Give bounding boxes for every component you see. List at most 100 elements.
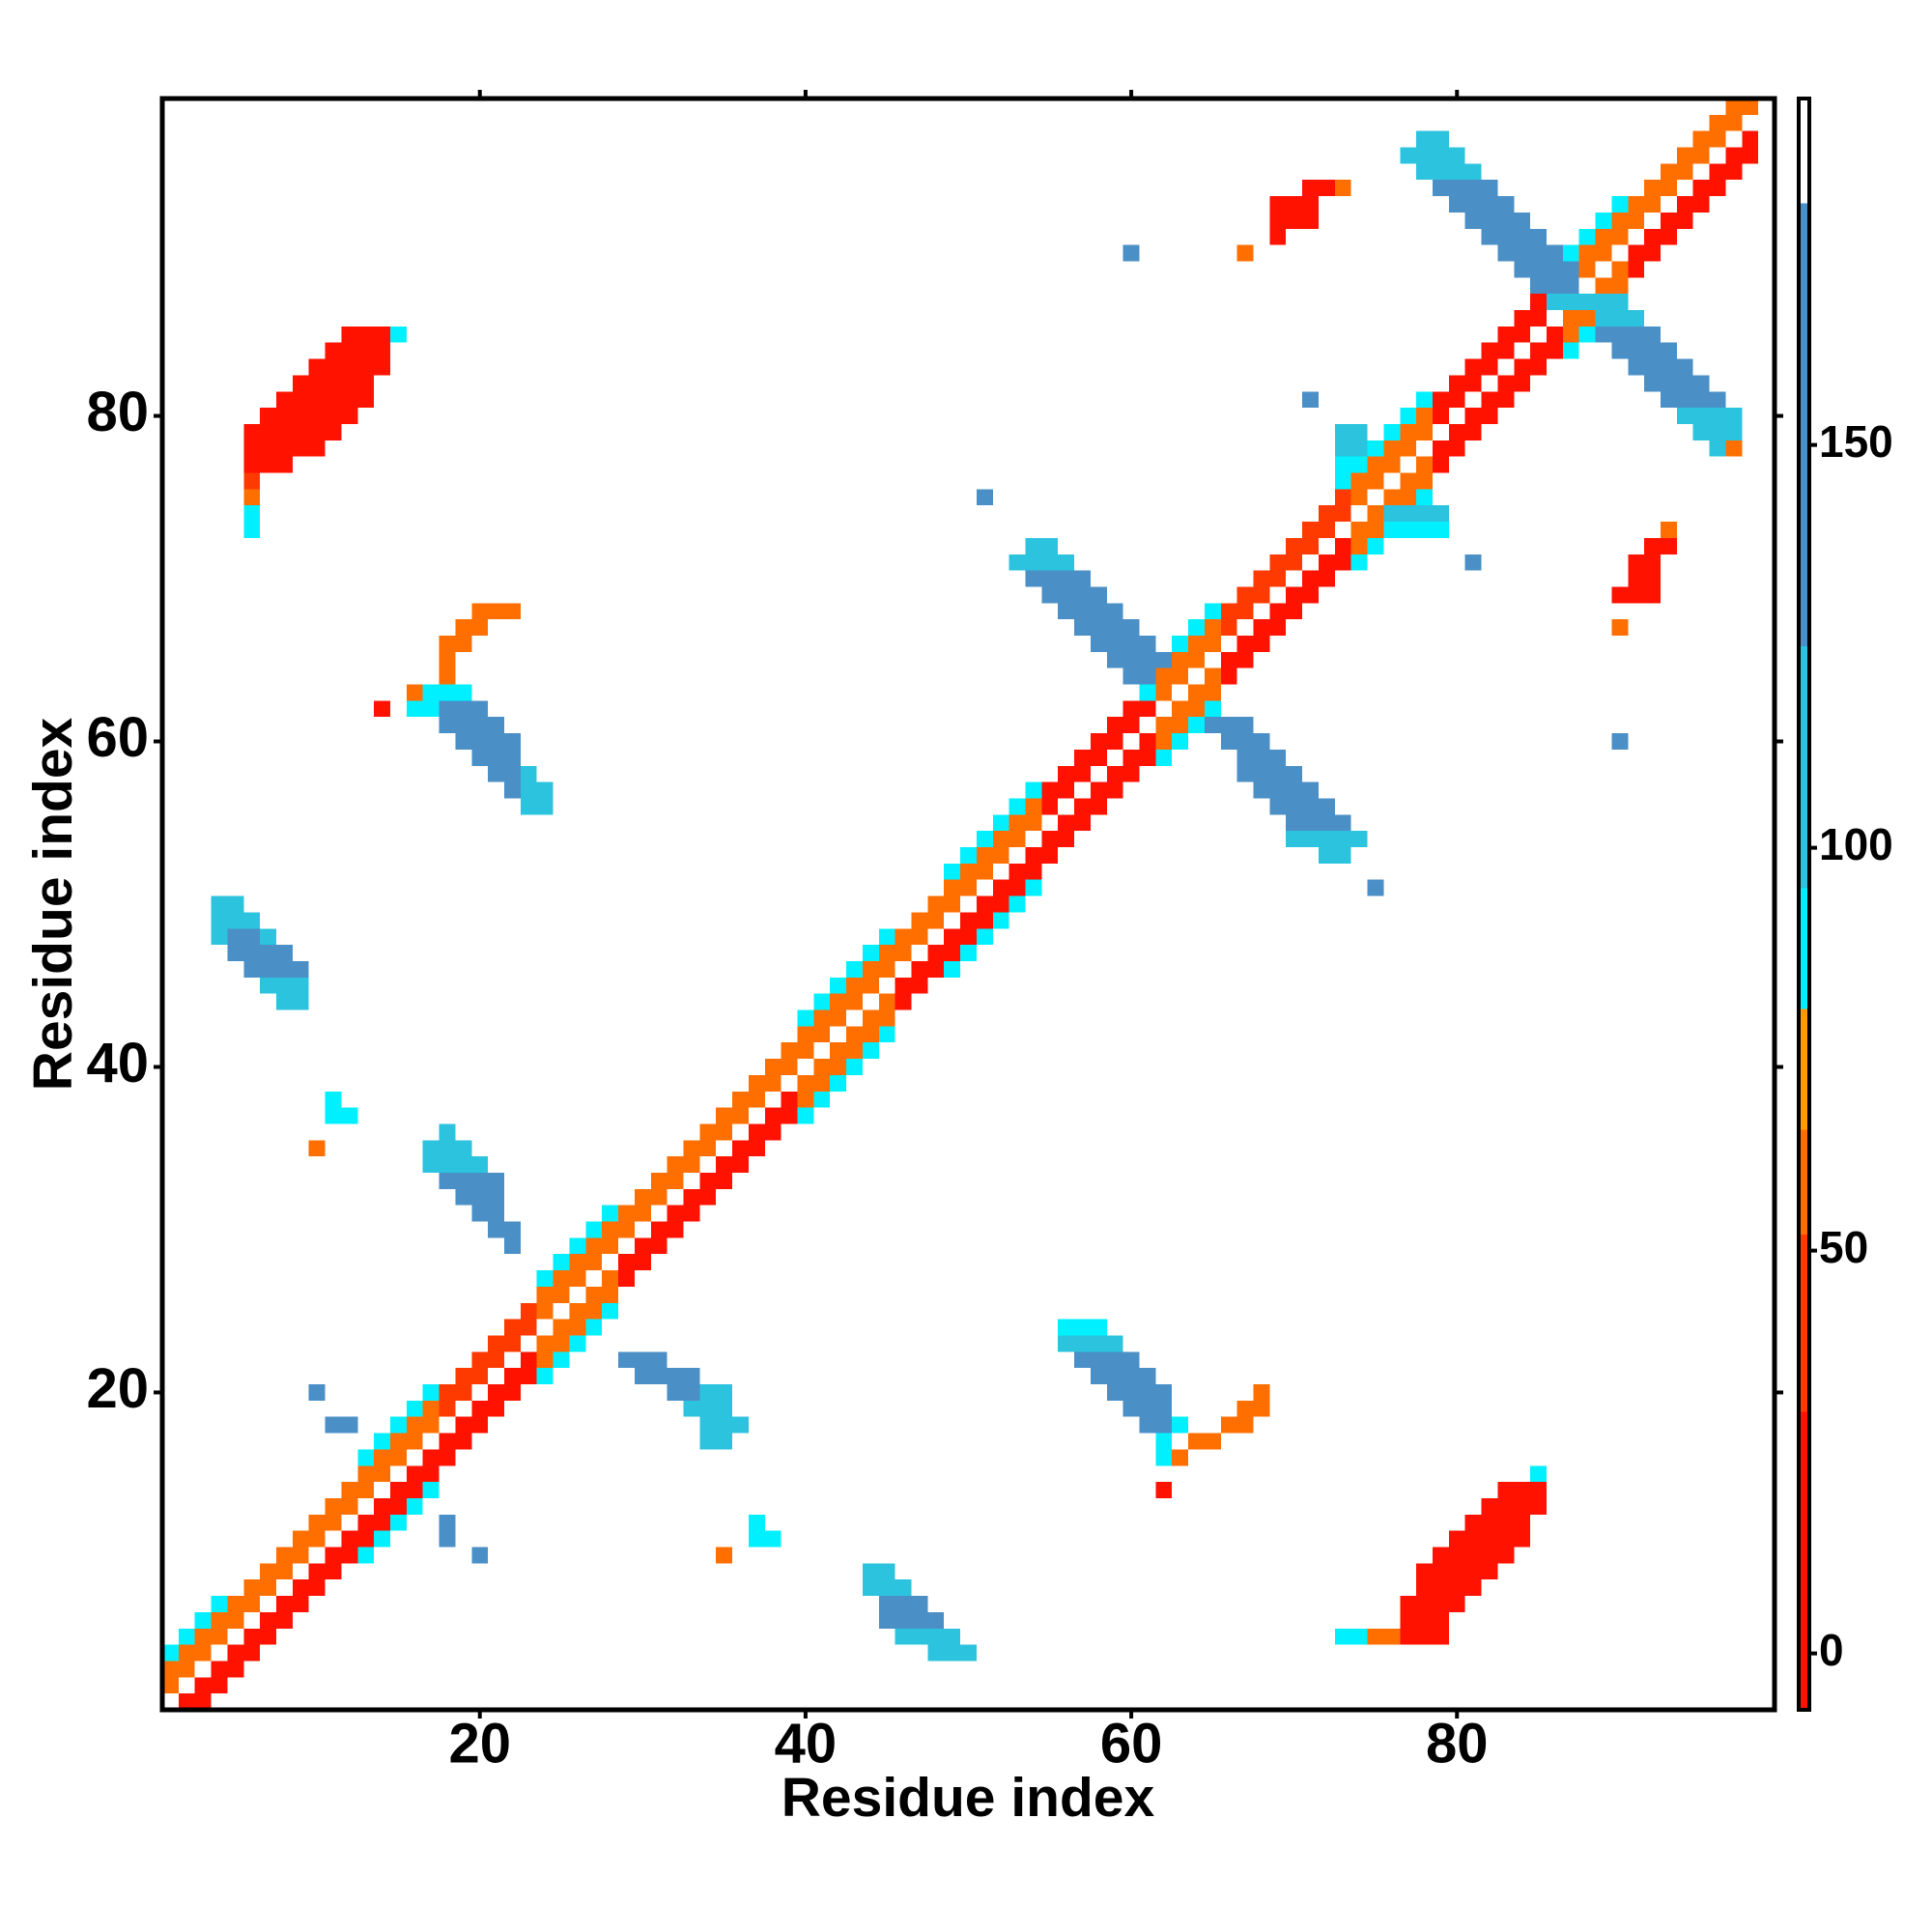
contact-cell	[1464, 212, 1531, 229]
contact-cell	[1400, 1611, 1449, 1629]
diagonal-band	[1350, 408, 1433, 506]
contact-cell	[439, 700, 489, 718]
contact-cell	[1090, 1368, 1156, 1385]
contact-cell	[748, 1514, 765, 1531]
contact-cell	[927, 1644, 977, 1662]
diagonal-band	[1628, 99, 1759, 229]
x-tick-label: 40	[775, 1712, 838, 1775]
contact-cell	[1448, 196, 1515, 213]
diagonal-band	[1041, 684, 1156, 815]
contact-cell	[1058, 1335, 1123, 1352]
contact-cell	[1025, 570, 1091, 587]
colorbar-segment	[1799, 1411, 1809, 1710]
contact-cell	[243, 423, 342, 440]
contact-cell	[634, 1368, 700, 1385]
contact-cell	[1188, 1433, 1221, 1450]
contact-cell	[422, 1156, 489, 1173]
contact-cell	[439, 1530, 456, 1548]
y-tick-label: 20	[86, 1357, 149, 1420]
contact-cell	[439, 636, 472, 652]
contact-cell	[878, 1596, 928, 1612]
contact-cell	[1334, 180, 1351, 197]
contact-cell	[1400, 1596, 1465, 1612]
contact-cell	[1611, 342, 1677, 359]
contact-cell	[1139, 1416, 1173, 1434]
diagonal-band	[1155, 668, 1221, 750]
contact-cell	[1172, 1449, 1189, 1466]
diagonal-band	[536, 1302, 619, 1385]
heatmap-cells	[162, 99, 1759, 1710]
contact-cell	[716, 1547, 733, 1564]
plot-frame	[159, 96, 1777, 1713]
x-tick-label: 20	[448, 1712, 511, 1775]
contact-cell	[1122, 244, 1140, 262]
contact-cell	[1269, 228, 1287, 245]
contact-cell	[439, 1123, 456, 1141]
contact-cell	[748, 1530, 781, 1548]
contact-cell	[1595, 326, 1661, 343]
contact-cell	[1188, 717, 1205, 734]
diagonal-band	[357, 1449, 440, 1548]
contact-cell	[1253, 781, 1319, 799]
contact-cell	[1334, 440, 1368, 457]
contact-cell	[325, 1416, 358, 1434]
contact-cell	[439, 1514, 456, 1531]
contact-cell	[1009, 554, 1075, 571]
x-tick-label: 60	[1100, 1712, 1163, 1775]
diagonal-band	[797, 993, 895, 1108]
contact-cell	[895, 1628, 961, 1645]
contact-cell	[455, 619, 489, 636]
contact-cell	[520, 765, 537, 782]
contact-cell	[1464, 554, 1482, 571]
colorbar-segment	[1799, 99, 1809, 204]
contact-cell	[1660, 522, 1677, 538]
diagonal-band	[536, 1205, 619, 1287]
contact-cell	[1269, 798, 1335, 815]
diagonal-band	[1155, 619, 1221, 701]
contact-cell	[667, 1384, 700, 1401]
contact-cell	[1628, 358, 1693, 376]
contact-cell	[1367, 1628, 1401, 1645]
diagonal-band	[536, 1270, 619, 1369]
diagonal-band	[357, 1400, 440, 1498]
contact-cell	[1432, 180, 1498, 197]
contact-cell	[1220, 1416, 1254, 1434]
contact-cell	[471, 603, 521, 620]
colorbar-segment	[1799, 1234, 1809, 1412]
contact-cell	[1709, 440, 1726, 457]
diagonal-band	[797, 1026, 895, 1124]
contact-cell	[1286, 831, 1368, 848]
colorbar-tick-label: 50	[1819, 1222, 1868, 1272]
contact-cell	[1481, 1497, 1547, 1515]
contact-cell	[439, 1173, 505, 1189]
contact-cell	[1155, 1449, 1173, 1466]
contact-cell	[1058, 1319, 1107, 1336]
contact-cell	[1318, 847, 1351, 864]
contact-cell	[374, 700, 391, 718]
colorbar-tick-label: 150	[1819, 416, 1893, 467]
contact-cell	[488, 765, 521, 782]
contact-cell	[325, 1091, 342, 1108]
diagonal-band	[895, 798, 1042, 961]
contact-cell	[699, 1416, 749, 1434]
contact-cell	[1400, 1628, 1449, 1645]
contact-cell	[1334, 1628, 1368, 1645]
contact-cell	[243, 440, 326, 457]
contact-cell	[1416, 1563, 1498, 1580]
diagonal-band	[439, 1351, 537, 1466]
contact-cell	[243, 505, 261, 523]
contact-cell	[1334, 472, 1351, 490]
y-tick-label: 60	[86, 706, 149, 769]
colorbar-segment	[1799, 1009, 1809, 1130]
contact-cell	[1367, 879, 1384, 896]
contact-cell	[1155, 1482, 1173, 1498]
y-tick-label: 80	[86, 381, 149, 443]
contact-cell	[862, 1579, 912, 1597]
contact-cell	[243, 960, 309, 978]
contact-cell	[699, 1433, 733, 1450]
contact-cell	[1122, 668, 1156, 685]
contact-cell	[406, 684, 423, 701]
colorbar-segment	[1799, 888, 1809, 1009]
contact-cell	[227, 928, 261, 946]
contact-cell	[325, 342, 391, 359]
